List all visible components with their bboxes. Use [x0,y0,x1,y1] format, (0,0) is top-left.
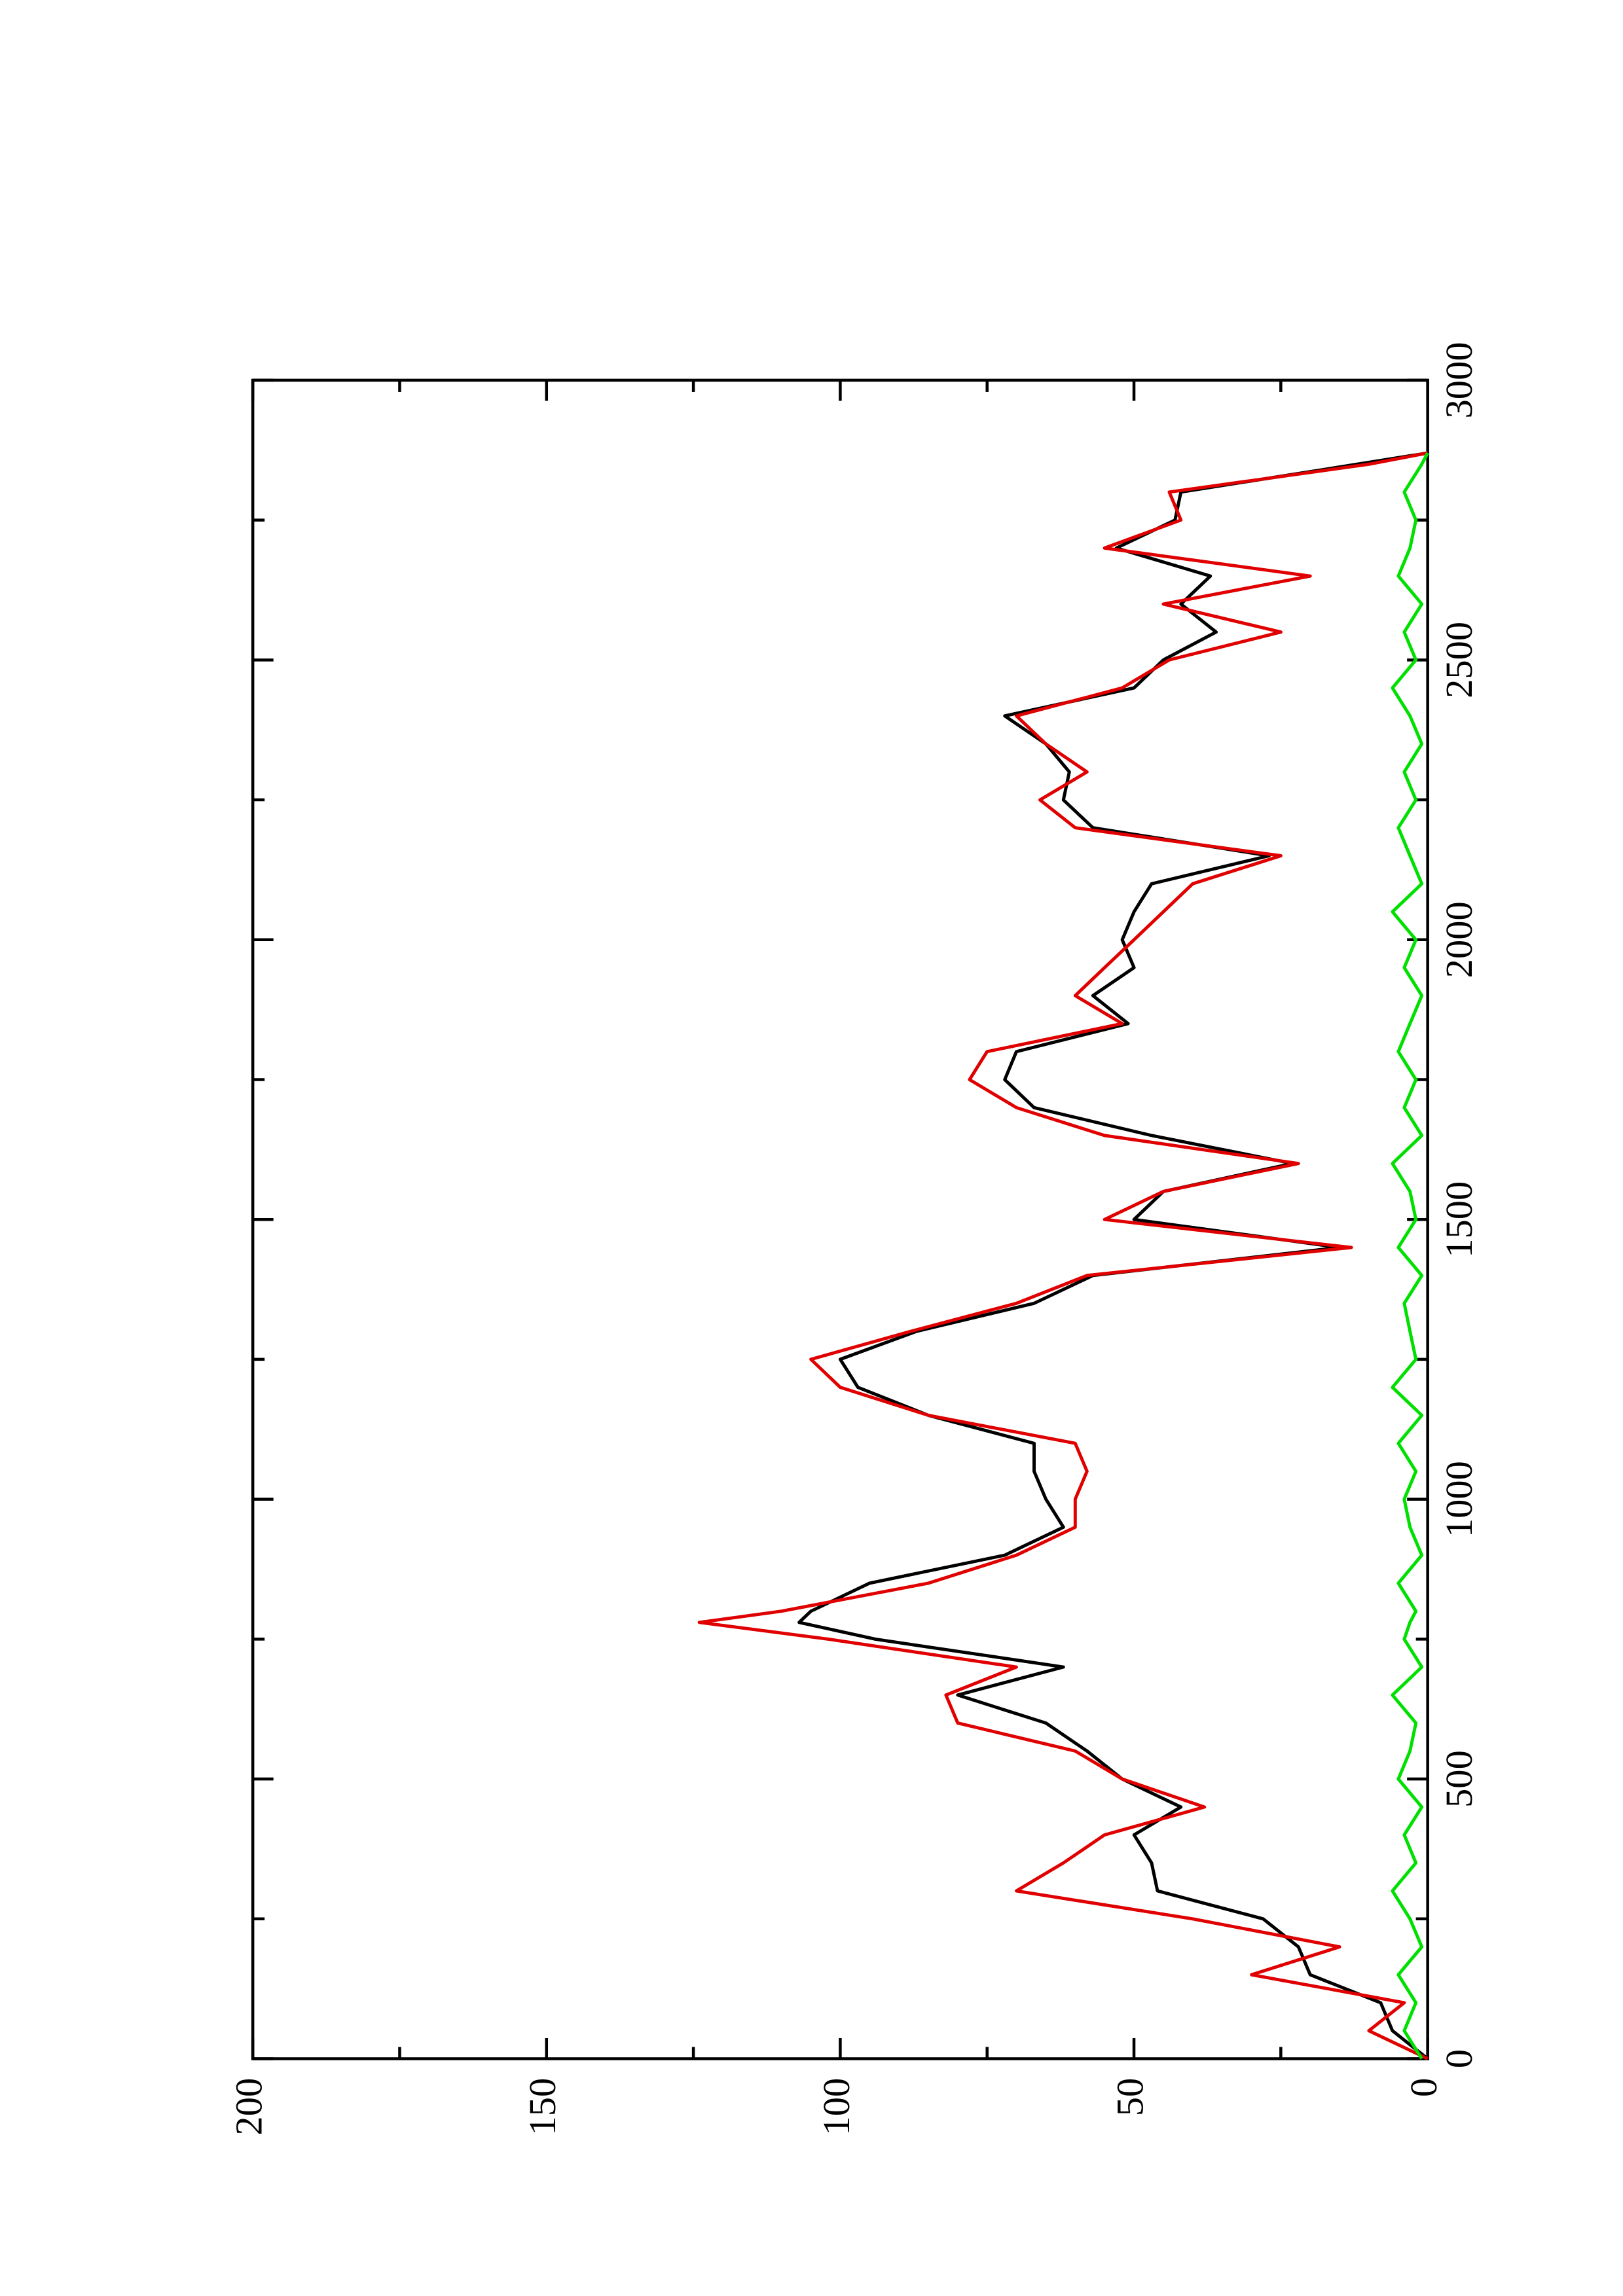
x-tick-label: 0 [1438,2049,1480,2068]
x-tick-label: 1500 [1438,1181,1480,1258]
y-tick-label: 100 [815,2078,858,2136]
series-line [1391,452,1429,2060]
x-tick-label: 2500 [1438,622,1480,698]
x-tick-label: 500 [1438,1750,1480,1808]
x-tick-label: 1000 [1438,1461,1480,1537]
plot-frame [251,378,1429,2060]
y-tick-label: 150 [521,2078,564,2136]
y-tick-label: 200 [228,2078,270,2136]
x-tick-label: 3000 [1438,342,1480,418]
series-line [797,451,1429,2060]
y-tick-label: 50 [1108,2078,1151,2117]
y-tick-label: 0 [1402,2078,1445,2097]
series-line [697,451,1429,2060]
x-tick-label: 2000 [1438,901,1480,978]
